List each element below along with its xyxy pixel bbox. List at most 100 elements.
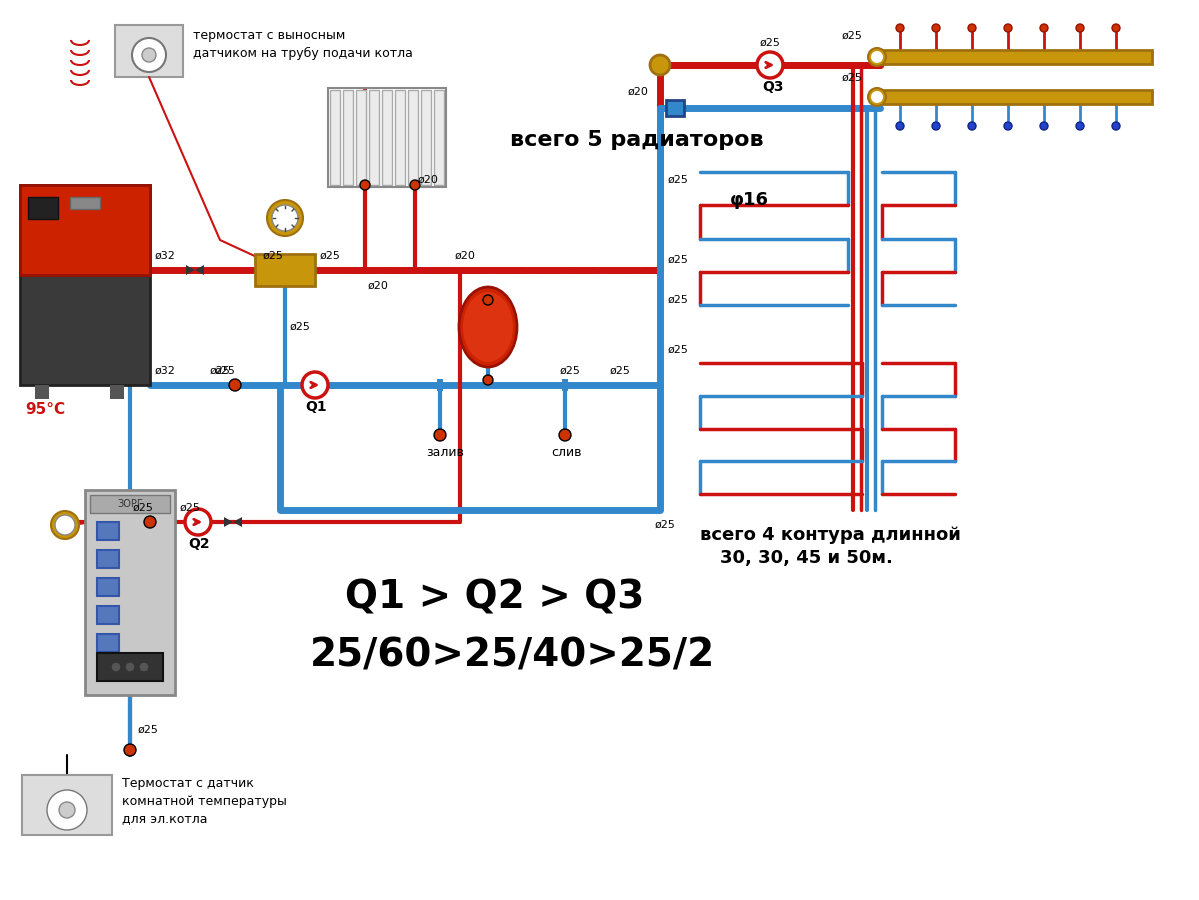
Circle shape (868, 48, 886, 66)
Text: 95°C: 95°C (25, 402, 65, 418)
Text: ø25: ø25 (560, 366, 580, 376)
Text: ø25: ø25 (180, 503, 201, 513)
Text: ЗОРГ: ЗОРГ (118, 499, 143, 509)
Text: ø32: ø32 (155, 251, 176, 261)
Ellipse shape (463, 292, 513, 362)
Circle shape (870, 51, 882, 63)
Circle shape (112, 662, 121, 672)
Text: ø25: ø25 (215, 366, 236, 376)
Circle shape (55, 515, 76, 535)
Text: слив: слив (552, 446, 582, 460)
Bar (97, 634, 119, 652)
Text: ø25: ø25 (290, 322, 311, 332)
Circle shape (757, 52, 783, 78)
Text: ø25: ø25 (760, 38, 781, 48)
Bar (665, 100, 683, 116)
Text: термостат с выносным: термостат с выносным (193, 29, 345, 41)
Circle shape (483, 375, 493, 385)
Text: ø25: ø25 (320, 251, 341, 261)
Polygon shape (224, 517, 233, 527)
Circle shape (650, 55, 670, 75)
Circle shape (1111, 24, 1120, 32)
Circle shape (360, 180, 370, 190)
Circle shape (1076, 24, 1084, 32)
Bar (436, 379, 442, 391)
Bar (882, 90, 1152, 104)
Text: ø25: ø25 (138, 725, 159, 735)
Text: ø25: ø25 (842, 31, 863, 41)
Circle shape (1004, 24, 1012, 32)
Bar (115, 25, 183, 77)
Circle shape (132, 38, 165, 72)
Circle shape (1111, 122, 1120, 130)
Polygon shape (186, 265, 195, 275)
Text: залив: залив (426, 446, 464, 460)
Bar (110, 385, 123, 399)
Bar (97, 522, 119, 540)
Text: для эл.котла: для эл.котла (122, 813, 207, 825)
Circle shape (559, 429, 571, 441)
Circle shape (968, 122, 976, 130)
Bar (343, 90, 353, 185)
Text: 30, 30, 45 и 50м.: 30, 30, 45 и 50м. (721, 549, 893, 567)
Circle shape (410, 180, 420, 190)
Circle shape (932, 24, 940, 32)
Text: ø25: ø25 (668, 295, 689, 305)
Text: ø25: ø25 (842, 73, 863, 83)
Bar (562, 379, 568, 391)
Bar (20, 185, 150, 385)
Bar (70, 197, 100, 209)
Circle shape (968, 24, 976, 32)
Bar (329, 88, 446, 187)
Text: ø25: ø25 (610, 366, 631, 376)
Circle shape (1040, 24, 1048, 32)
Bar (255, 254, 315, 286)
Circle shape (144, 516, 156, 528)
Text: φ16: φ16 (730, 191, 769, 209)
Circle shape (868, 88, 886, 106)
Text: Q1 > Q2 > Q3: Q1 > Q2 > Q3 (345, 579, 644, 617)
Text: ø25: ø25 (668, 255, 689, 265)
Circle shape (52, 511, 79, 539)
Circle shape (125, 662, 135, 672)
Bar (382, 90, 392, 185)
Text: датчиком на трубу подачи котла: датчиком на трубу подачи котла (193, 47, 412, 59)
Text: ø25: ø25 (655, 520, 676, 530)
Circle shape (229, 379, 241, 391)
Bar (434, 382, 446, 388)
Bar (97, 578, 119, 596)
Text: ø20: ø20 (454, 251, 476, 261)
Circle shape (272, 205, 299, 231)
Text: ø25: ø25 (668, 345, 689, 355)
Polygon shape (195, 265, 204, 275)
Text: ø20: ø20 (368, 281, 388, 291)
Bar (356, 90, 366, 185)
Text: ø25: ø25 (263, 251, 284, 261)
Text: всего 4 контура длинной: всего 4 контура длинной (700, 526, 960, 544)
Text: Q3: Q3 (763, 80, 783, 94)
Text: 25/60>25/40>25/2: 25/60>25/40>25/2 (311, 636, 716, 674)
Text: Q1: Q1 (305, 400, 326, 414)
Bar (97, 606, 119, 624)
Text: Q2: Q2 (188, 537, 210, 551)
Circle shape (1004, 122, 1012, 130)
Bar (369, 90, 379, 185)
Bar (394, 90, 405, 185)
Bar (882, 50, 1152, 64)
Circle shape (47, 790, 88, 830)
Ellipse shape (459, 287, 517, 367)
Text: ø25: ø25 (133, 503, 153, 513)
Text: ø20: ø20 (418, 175, 439, 185)
Circle shape (139, 662, 149, 672)
Bar (90, 495, 170, 513)
Bar (421, 90, 430, 185)
Circle shape (59, 802, 76, 818)
Circle shape (185, 509, 211, 535)
Circle shape (434, 429, 446, 441)
Bar (20, 185, 150, 275)
Text: Термостат с датчик: Термостат с датчик (122, 777, 254, 789)
Circle shape (896, 24, 904, 32)
Circle shape (267, 200, 303, 236)
Circle shape (1040, 122, 1048, 130)
Polygon shape (233, 517, 242, 527)
